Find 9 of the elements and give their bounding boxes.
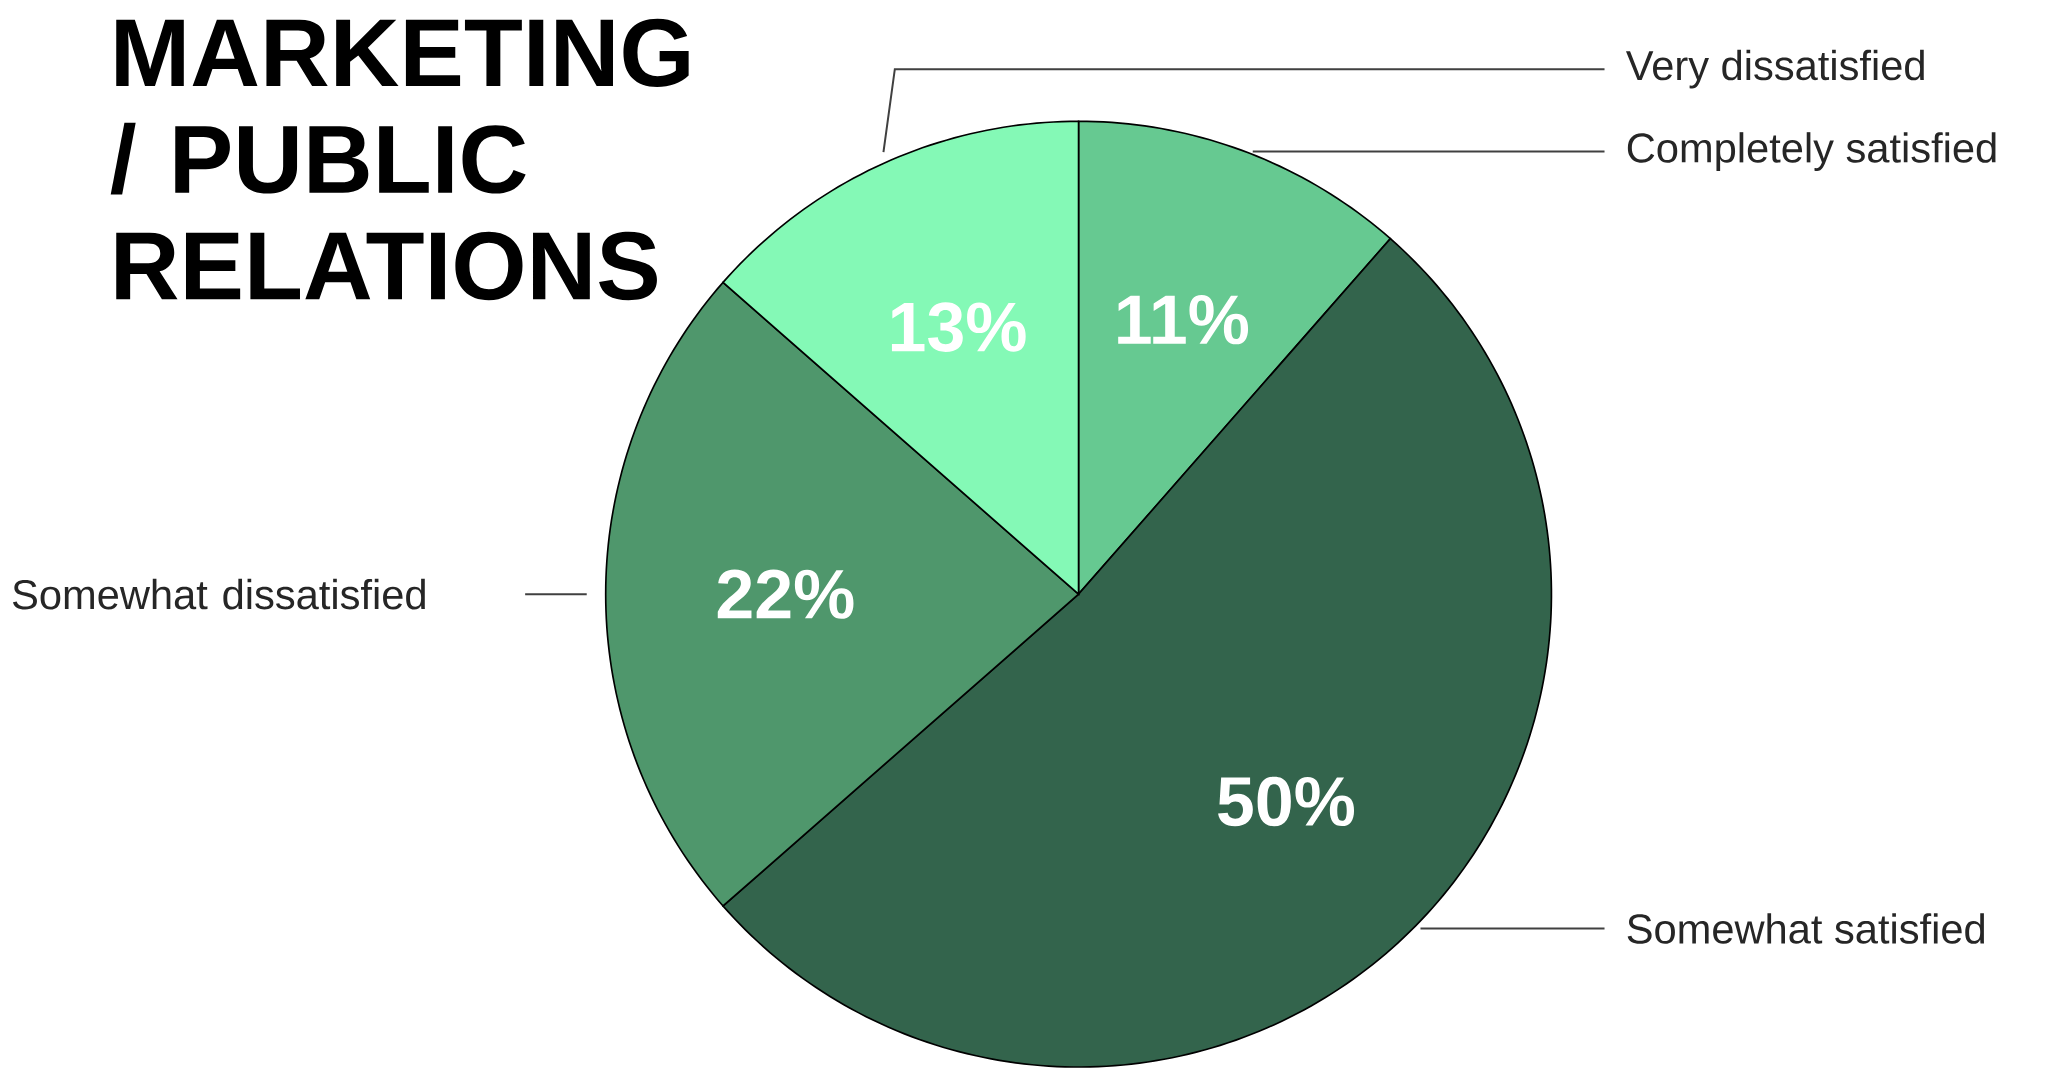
data-label: 22% [717,569,854,619]
data-label: 50% [1218,776,1355,827]
slice-label: Somewhat dissatisfied [12,578,425,610]
text: MARKETING / PUBLIC RELATIONS [110,18,689,301]
slice-label: Very dissatisfied [1625,49,1924,89]
data-label: 13% [891,302,1026,352]
slice-label: Somewhat satisfied [1627,913,1985,944]
slice-label: Completely satisfied [1627,132,1996,172]
data-label: 11% [1118,295,1249,345]
